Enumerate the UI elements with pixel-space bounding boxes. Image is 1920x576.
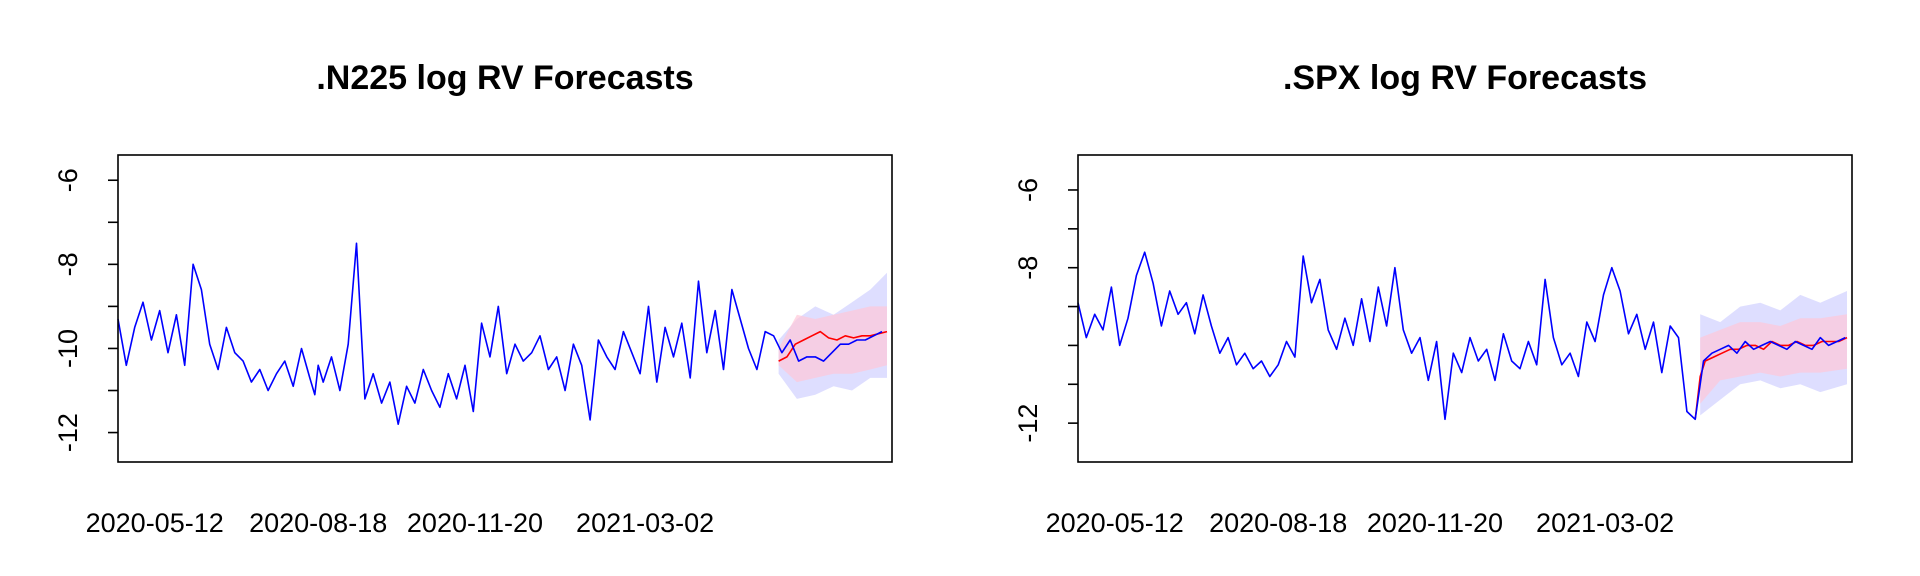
spx-y-tick-label: -12 bbox=[1013, 404, 1043, 443]
n225-y-tick-label: -8 bbox=[53, 252, 83, 276]
spx-forecast-interval-band bbox=[1700, 314, 1847, 404]
n225-x-tick-label: 2020-08-18 bbox=[249, 508, 387, 538]
spx-x-tick-label: 2020-05-12 bbox=[1046, 508, 1184, 538]
spx-y-tick-label: -6 bbox=[1013, 178, 1043, 202]
spx-x-tick-label: 2020-08-18 bbox=[1209, 508, 1347, 538]
spx-x-tick-label: 2021-03-02 bbox=[1536, 508, 1674, 538]
spx-chart: .SPX log RV Forecasts -12 -8 -6 2020-05-12 20… bbox=[1013, 59, 1853, 538]
n225-chart: .N225 log RV Forecasts -12 -10 -8 -6 2020-05-… bbox=[53, 59, 893, 538]
n225-y-tick-label: -12 bbox=[53, 413, 83, 452]
spx-y-tick-label: -8 bbox=[1013, 256, 1043, 280]
n225-forecast-series-line bbox=[778, 330, 888, 362]
spx-chart-panel: .SPX log RV Forecasts -12 -8 -6 2020-05-12 20… bbox=[960, 0, 1920, 576]
n225-actual-series-line bbox=[117, 242, 883, 426]
spx-actual-series-line bbox=[1077, 251, 1846, 421]
n225-forecast-interval-band bbox=[778, 306, 887, 383]
n225-chart-title: .N225 log RV Forecasts bbox=[316, 59, 693, 97]
n225-y-tick-label: -6 bbox=[53, 168, 83, 192]
spx-plot-frame bbox=[1077, 154, 1853, 463]
n225-chart-panel: .N225 log RV Forecasts -12 -10 -8 -6 2020-05-… bbox=[53, 59, 893, 538]
n225-x-tick-label: 2021-03-02 bbox=[576, 508, 714, 538]
n225-x-tick-label: 2020-05-12 bbox=[86, 508, 224, 538]
spx-x-tick-label: 2020-11-20 bbox=[1367, 508, 1503, 538]
n225-plot-frame bbox=[117, 154, 893, 463]
n225-x-tick-label: 2020-11-20 bbox=[407, 508, 543, 538]
spx-forecast-series-line bbox=[1694, 336, 1848, 420]
spx-chart-title: .SPX log RV Forecasts bbox=[1283, 59, 1647, 97]
n225-y-tick-label: -10 bbox=[53, 329, 83, 368]
